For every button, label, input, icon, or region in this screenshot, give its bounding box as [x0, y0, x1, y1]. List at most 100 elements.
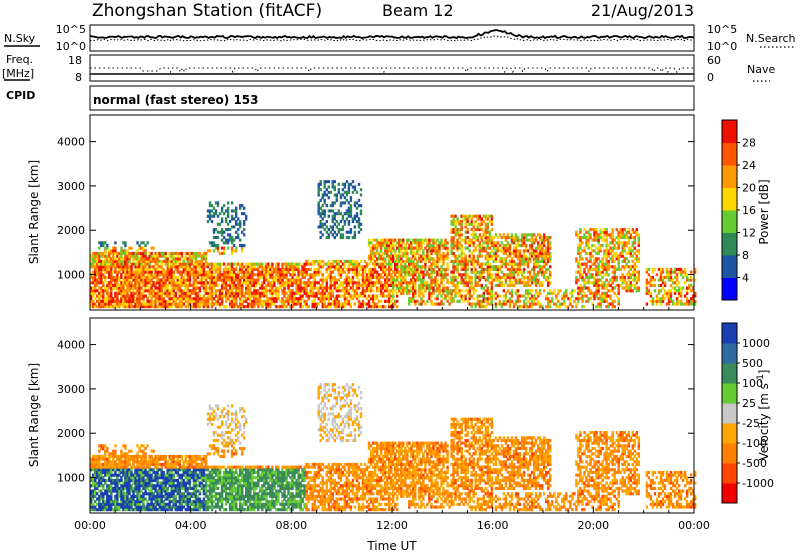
power-cell — [625, 262, 628, 266]
power-cell — [607, 259, 610, 263]
power-cell — [90, 291, 93, 295]
power-cell — [208, 204, 212, 208]
power-cell — [458, 281, 461, 285]
power-cell — [186, 265, 189, 269]
power-cell — [327, 262, 330, 266]
power-cell — [587, 275, 590, 279]
power-cell — [458, 254, 461, 258]
power-cell — [132, 270, 135, 274]
power-cell — [496, 236, 500, 240]
power-cell — [232, 294, 236, 298]
power-cell — [124, 305, 127, 309]
power-cell — [134, 283, 137, 287]
power-cell — [140, 241, 143, 245]
power-cell — [269, 299, 272, 303]
power-cell — [367, 241, 371, 245]
power-cell — [452, 246, 455, 250]
power-cell — [204, 262, 208, 266]
power-cell — [140, 254, 143, 258]
power-cell — [379, 291, 383, 295]
power-cell — [470, 228, 473, 232]
power-cell — [651, 267, 655, 271]
power-cell — [577, 265, 580, 269]
power-cell — [579, 241, 582, 245]
power-cell — [418, 275, 421, 279]
power-cell — [381, 262, 385, 266]
power-cell — [357, 281, 361, 285]
power-cell — [363, 283, 367, 287]
power-cell — [375, 238, 379, 242]
power-cell — [325, 236, 328, 240]
power-cell — [398, 273, 401, 277]
power-cell — [309, 286, 312, 290]
power-cell — [605, 259, 608, 263]
power-cell — [452, 241, 455, 245]
power-cell — [245, 283, 248, 287]
power-cell — [603, 233, 606, 237]
power-cell — [504, 265, 508, 269]
power-cell — [277, 262, 280, 266]
power-cell — [623, 244, 626, 248]
power-cell — [496, 294, 500, 298]
power-cell — [192, 302, 196, 306]
power-cell — [488, 265, 491, 269]
power-cell — [317, 209, 320, 213]
power-cell — [339, 204, 343, 208]
noise-sky-trace — [89, 29, 695, 40]
power-cell — [237, 262, 240, 266]
power-cell — [267, 262, 270, 266]
power-cell — [377, 244, 381, 248]
power-cell — [683, 267, 687, 271]
power-cell — [104, 289, 107, 293]
power-cell — [341, 193, 345, 197]
power-cell — [202, 267, 206, 271]
power-cell — [327, 209, 330, 213]
power-cell — [526, 278, 530, 282]
power-cell — [462, 281, 465, 285]
power-cell — [381, 259, 385, 263]
power-cell — [136, 297, 139, 301]
power-cell — [271, 291, 274, 295]
power-cell — [216, 270, 220, 274]
power-cell — [345, 193, 349, 197]
power-cell — [452, 265, 455, 269]
power-cell — [661, 275, 665, 279]
power-cell — [528, 305, 532, 309]
power-cell — [277, 275, 280, 279]
power-cell — [502, 262, 506, 266]
power-cell — [371, 254, 375, 258]
power-cell — [214, 236, 218, 240]
power-cell — [321, 297, 324, 301]
power-cell — [593, 283, 596, 287]
power-cell — [599, 249, 602, 253]
power-cell — [335, 267, 338, 271]
power-cell — [285, 283, 288, 287]
power-cell — [486, 297, 489, 301]
power-cell — [361, 267, 365, 271]
power-cell — [549, 275, 552, 279]
power-cell — [216, 299, 220, 303]
power-cell — [333, 217, 336, 221]
power-cell — [168, 270, 171, 274]
power-cell — [392, 254, 395, 258]
power-cell — [200, 281, 204, 285]
power-cell — [388, 249, 391, 253]
power-cell — [210, 286, 214, 290]
power-cell — [96, 289, 99, 293]
power-cell — [426, 254, 429, 258]
power-cell — [663, 297, 667, 301]
power-cell — [484, 236, 487, 240]
power-cell — [587, 259, 590, 263]
power-cell — [408, 291, 411, 295]
power-cell — [627, 246, 630, 250]
power-cell — [168, 267, 171, 271]
power-cell — [414, 238, 417, 242]
power-cell — [158, 302, 161, 306]
power-cell — [222, 267, 226, 271]
power-cell — [440, 273, 443, 277]
power-cell — [442, 241, 445, 245]
power-cell — [524, 244, 528, 248]
power-cell — [422, 291, 425, 295]
power-cell — [164, 273, 167, 277]
power-cell — [184, 278, 187, 282]
